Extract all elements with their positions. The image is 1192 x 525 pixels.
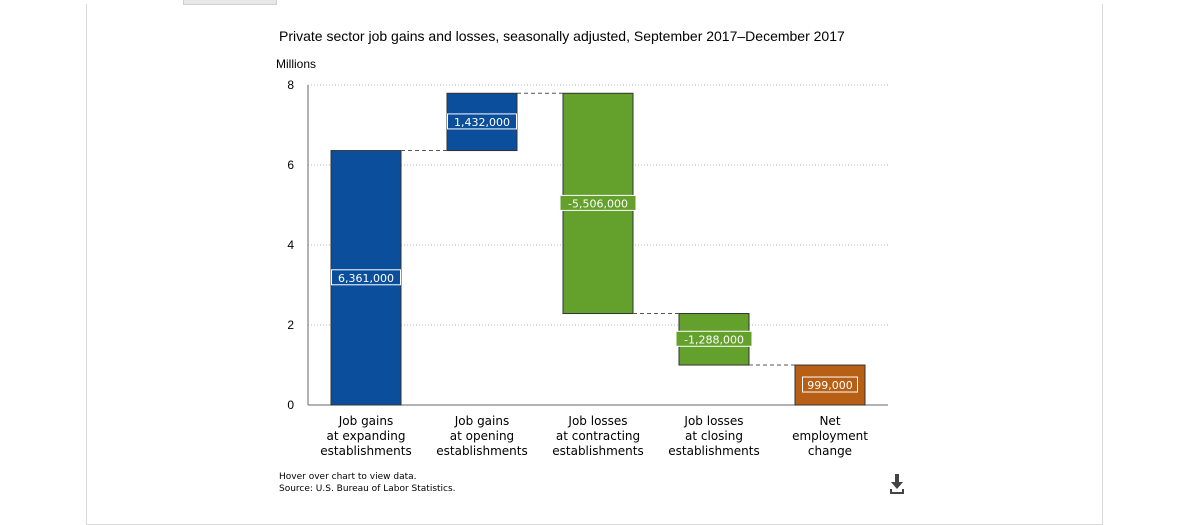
x-tick-label: Job losses [683,414,743,428]
hover-note: Hover over chart to view data. [279,472,417,482]
x-tick-label: at opening [450,429,514,443]
x-tick-label: change [808,444,852,458]
data-label: 6,361,000 [338,272,394,285]
data-label: -5,506,000 [568,197,628,210]
download-icon[interactable] [887,472,907,496]
y-tick-label: 0 [287,398,294,412]
data-label-box [675,330,753,347]
x-tick-label: Job gains [454,414,509,428]
x-tick-label: Net [819,414,840,428]
x-tick-label: establishments [668,444,759,458]
data-label-box [331,269,401,286]
y-tick-label: 8 [287,78,294,92]
data-label: 1,432,000 [454,116,510,129]
x-tick-label: establishments [320,444,411,458]
data-label: -1,288,000 [684,333,744,346]
data-label-box [802,376,858,393]
x-tick-label: establishments [552,444,643,458]
y-tick-label: 2 [287,318,294,332]
x-tick-label: employment [792,429,868,443]
y-tick-label: 6 [287,158,294,172]
x-tick-label: Job gains [338,414,393,428]
panel-tab[interactable] [183,0,277,5]
x-tick-label: establishments [436,444,527,458]
y-axis-units-label: Millions [276,57,317,71]
y-tick-label: 4 [287,238,294,252]
x-tick-label: at contracting [556,429,640,443]
x-tick-label: Job losses [567,414,627,428]
chart-title: Private sector job gains and losses, sea… [279,28,845,44]
source-note: Source: U.S. Bureau of Labor Statistics. [279,484,456,494]
data-label-box [559,194,637,211]
x-tick-label: at closing [685,429,743,443]
data-label: 999,000 [807,379,853,392]
x-tick-label: at expanding [327,429,406,443]
data-label-box [447,113,517,130]
